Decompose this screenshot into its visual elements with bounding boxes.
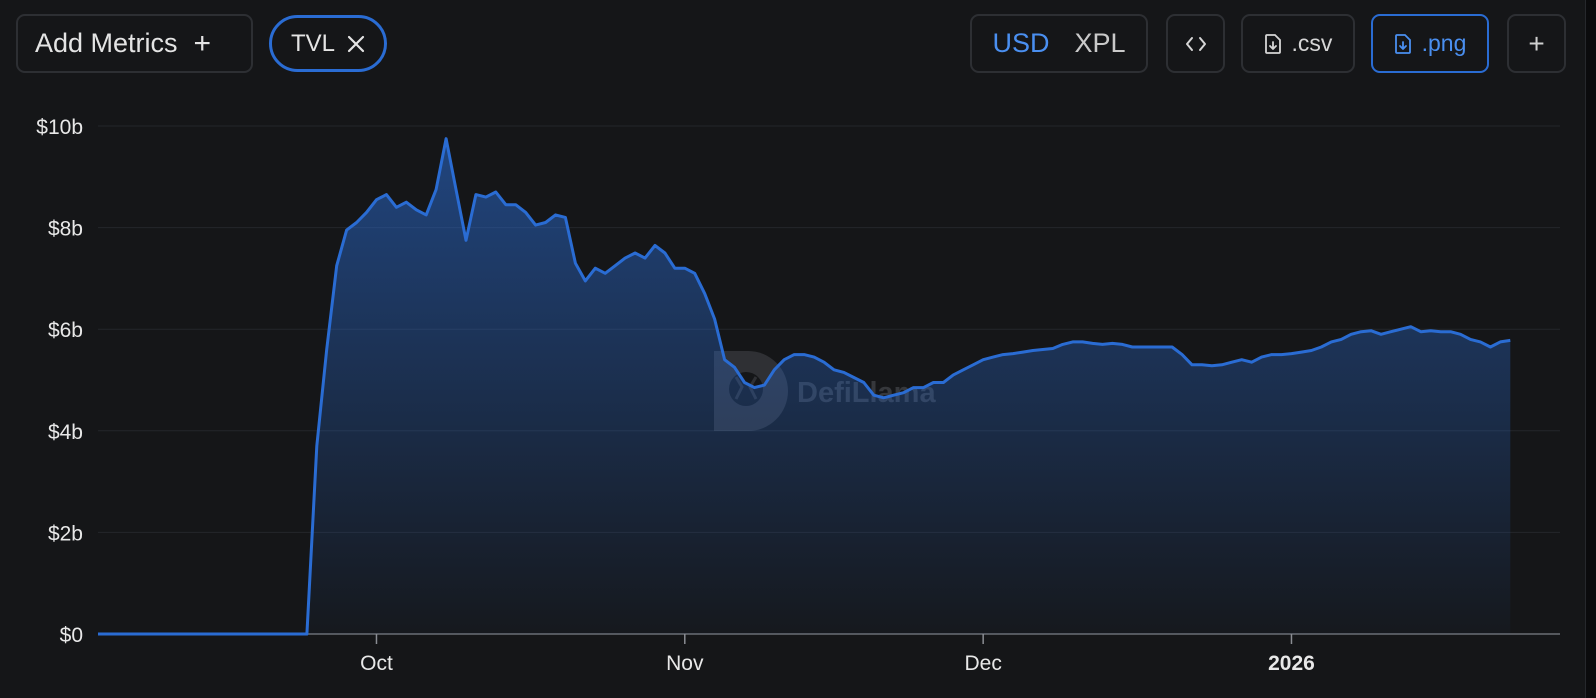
y-axis-labels: $0 $2b $4b $6b $8b $10b (36, 116, 83, 647)
x-tick-label: Nov (666, 652, 704, 675)
x-axis: Oct Nov Dec 2026 (98, 633, 1560, 675)
currency-option-usd[interactable]: USD (992, 28, 1050, 58)
more-button[interactable]: + (1507, 14, 1566, 73)
tvl-line (98, 137, 1511, 636)
embed-button[interactable] (1166, 14, 1225, 73)
plus-icon: + (1528, 27, 1545, 59)
currency-toggle: USD XPL (970, 14, 1148, 73)
download-png-button[interactable]: .png (1371, 14, 1489, 73)
y-tick-label: $8b (48, 218, 83, 241)
csv-label: .csv (1291, 30, 1333, 56)
metric-chip-tvl[interactable]: TVL (269, 15, 387, 72)
close-icon[interactable] (347, 35, 365, 53)
y-tick-label: $0 (60, 624, 83, 647)
plus-icon: + (193, 26, 212, 60)
y-tick-label: $4b (48, 421, 83, 444)
currency-option-xpl[interactable]: XPL (1074, 28, 1126, 58)
file-download-icon (1394, 33, 1411, 54)
png-label: .png (1421, 30, 1467, 56)
file-download-icon (1264, 33, 1281, 54)
x-tick-label: Dec (964, 652, 1001, 675)
y-tick-label: $2b (48, 522, 83, 545)
tvl-area (98, 138, 1511, 634)
metric-chip-label: TVL (290, 29, 335, 57)
x-tick-label: 2026 (1268, 652, 1315, 675)
y-tick-label: $6b (48, 319, 83, 342)
add-metrics-label: Add Metrics (35, 28, 178, 58)
y-tick-label: $10b (36, 116, 83, 139)
code-icon (1185, 36, 1206, 51)
add-metrics-button[interactable]: Add Metrics + (16, 14, 253, 73)
x-tick-label: Oct (360, 652, 393, 675)
download-csv-button[interactable]: .csv (1241, 14, 1355, 73)
